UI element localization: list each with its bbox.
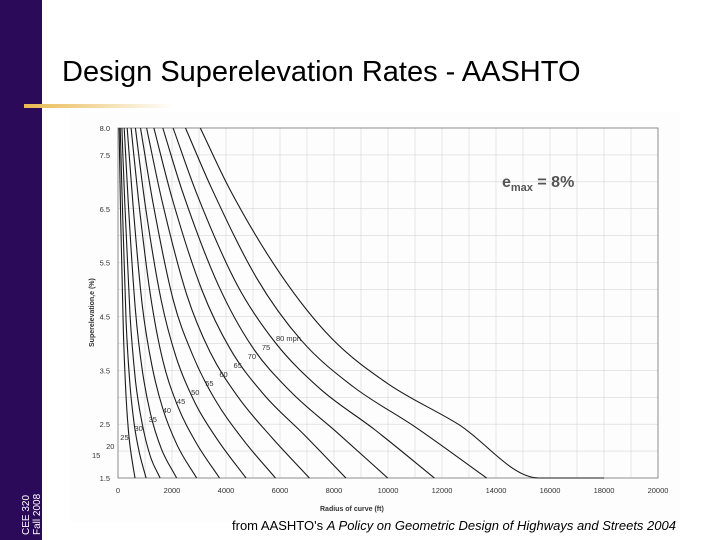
x-tick-label: 6000 [272,486,289,495]
curve-label-65: 65 [234,361,242,370]
y-tick-label: 5.5 [100,259,110,268]
chart-grid [117,127,659,479]
course-term: Fall 2008 [32,493,43,535]
citation-prefix: from AASHTO's [232,518,327,533]
y-tick-label: 7.5 [100,151,110,160]
x-tick-label: 16000 [540,486,561,495]
x-tick-label: 12000 [432,486,453,495]
curve-60-mph [153,127,347,479]
chart-curve-labels: 15 20 25 30 35 40 45 50 55 60 65 70 75 80 mph [92,334,301,460]
y-tick-label: 1.5 [100,474,110,483]
x-tick-label: 2000 [164,486,181,495]
plot-frame [117,127,659,479]
y-tick-label: 6.5 [100,205,110,214]
curve-65-mph [162,127,389,479]
curve-75-mph [184,127,487,479]
curve-label-15: 15 [92,451,100,460]
citation-book-title: A Policy on Geometric Design of Highways… [326,518,676,533]
chart-background [70,112,680,522]
curve-70-mph [172,127,435,479]
curve-label-50: 50 [191,388,199,397]
slide-title: Design Superelevation Rates - AASHTO [62,56,581,88]
curve-35-mph [126,127,198,479]
curve-label-40: 40 [163,406,171,415]
emax-value: = 8% [533,174,574,191]
curve-label-60: 60 [219,370,227,379]
curve-30-mph [123,127,178,479]
curve-15-mph [118,127,136,479]
y-tick-label: 3.5 [100,366,110,375]
course-code: CEE 320 [21,494,32,535]
superelevation-chart: 0 2000 4000 6000 8000 10000 12000 14000 16000 180… [70,112,680,522]
chart-axes: 0 2000 4000 6000 8000 10000 12000 14000 16000 180… [100,124,669,495]
citation: from AASHTO's A Policy on Geometric Desi… [232,518,676,533]
y-tick-label: 4.5 [100,312,110,321]
x-tick-label: 20000 [648,486,669,495]
curve-55-mph [146,127,310,479]
x-tick-label: 0 [116,486,120,495]
emax-subscript: max [511,182,534,194]
x-tick-label: 18000 [594,486,615,495]
x-tick-label: 4000 [218,486,235,495]
curve-label-75: 75 [262,343,270,352]
curve-label-70: 70 [248,352,256,361]
curve-50-mph [139,127,276,479]
x-tick-label: 10000 [378,486,399,495]
curve-label-45: 45 [177,397,185,406]
y-tick-label: 2.5 [100,420,110,429]
x-tick-label: 14000 [486,486,507,495]
curve-20-mph [119,127,147,479]
course-label: CEE 320 Fall 2008 [21,405,43,535]
curve-label-30: 30 [134,424,142,433]
y-axis-label: Superelevation,e (%) [89,278,96,347]
y-tick-label: 8.0 [100,124,110,133]
emax-annotation: emax = 8% [502,174,574,194]
chart-curves [118,127,604,479]
curve-80-mph [199,127,604,479]
curve-25-mph [121,127,161,479]
curve-40-mph [130,127,220,479]
curve-45-mph [134,127,247,479]
curve-label-35: 35 [149,415,157,424]
title-accent-rule [24,104,174,108]
curve-label-55: 55 [205,379,213,388]
sidebar-band: CEE 320 Fall 2008 [0,0,43,540]
x-axis-label: Radius of curve (ft) [320,506,384,513]
emax-base: e [502,174,511,191]
curve-label-80: 80 mph [276,334,301,343]
curve-label-20: 20 [106,442,114,451]
x-tick-label: 8000 [326,486,343,495]
curve-label-25: 25 [120,433,128,442]
